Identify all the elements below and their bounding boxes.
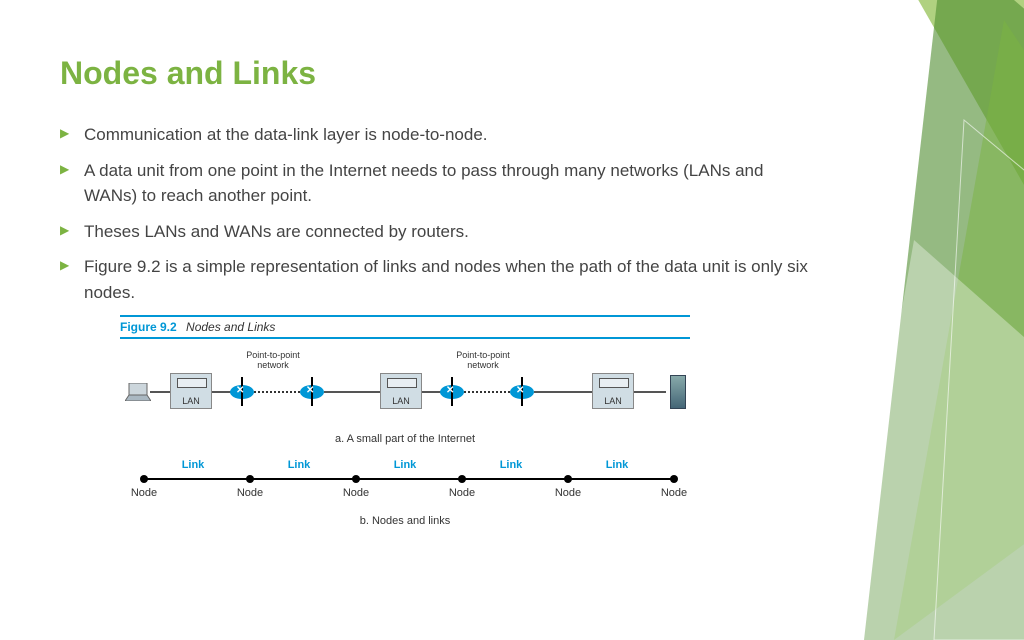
link-label: Link [274,459,324,471]
slide-title: Nodes and Links [60,55,820,92]
slide-decoration [804,0,1024,640]
bullet-item: Figure 9.2 is a simple representation of… [60,254,820,305]
node-label: Node [230,487,270,499]
node-dot [246,475,254,483]
node-label: Node [548,487,588,499]
node-label: Node [654,487,694,499]
router-icon: ✕ [300,385,324,399]
caption-a: a. A small part of the Internet [120,433,690,445]
node-dot [564,475,572,483]
node-dot [670,475,678,483]
router-icon: ✕ [510,385,534,399]
figure-number: Figure 9.2 [120,320,177,334]
figure-header: Figure 9.2 Nodes and Links [120,315,690,339]
bullet-item: Theses LANs and WANs are connected by ro… [60,219,820,245]
router-icon: ✕ [230,385,254,399]
node-label: Node [124,487,164,499]
ptp-label: Point-to-point network [448,351,518,371]
bullet-list: Communication at the data-link layer is … [60,122,820,305]
diagram-nodes-links: Link Link Link Link Link Node Node Node … [120,461,690,511]
link-label: Link [486,459,536,471]
node-dot [458,475,466,483]
node-dot [140,475,148,483]
lan-box: LAN [380,373,422,409]
router-icon: ✕ [440,385,464,399]
node-dot [352,475,360,483]
bullet-item: A data unit from one point in the Intern… [60,158,820,209]
bullet-item: Communication at the data-link layer is … [60,122,820,148]
diagram-internet-part: LAN LAN LAN ✕ ✕ ✕ ✕ Point-to-point netwo… [120,351,690,429]
link-label: Link [592,459,642,471]
ptp-label: Point-to-point network [238,351,308,371]
lan-box: LAN [592,373,634,409]
node-label: Node [336,487,376,499]
link-label: Link [380,459,430,471]
laptop-icon [125,383,151,401]
link-label: Link [168,459,218,471]
lan-box: LAN [170,373,212,409]
server-icon [670,375,686,409]
node-label: Node [442,487,482,499]
figure-9-2: Figure 9.2 Nodes and Links LAN [120,315,690,527]
figure-title: Nodes and Links [186,320,275,334]
slide-content: Nodes and Links Communication at the dat… [60,55,820,527]
caption-b: b. Nodes and links [120,515,690,527]
